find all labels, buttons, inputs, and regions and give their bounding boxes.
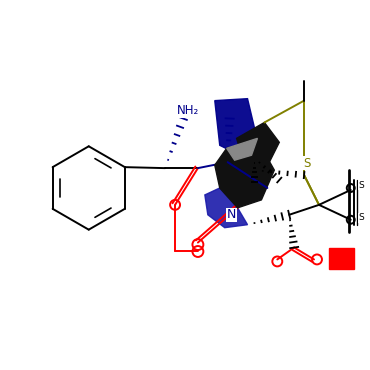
Text: S: S [359,213,364,222]
Polygon shape [236,122,279,162]
Polygon shape [329,248,354,269]
Text: S: S [359,181,364,189]
Text: N: N [227,208,236,221]
Text: S: S [303,157,311,170]
Polygon shape [215,140,274,208]
Polygon shape [205,188,248,228]
Text: NH₂: NH₂ [177,104,199,117]
Polygon shape [227,138,258,160]
Polygon shape [215,99,258,155]
